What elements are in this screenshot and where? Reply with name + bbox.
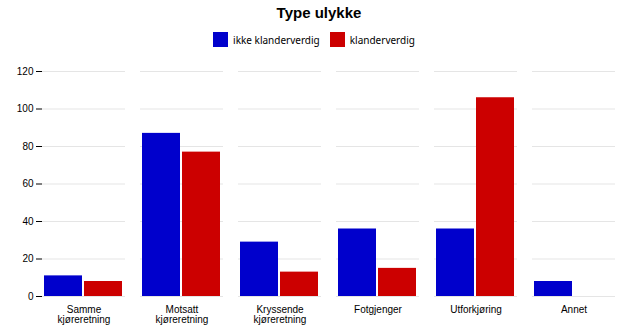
svg-text:Annet: Annet: [561, 304, 587, 315]
html-text:klanderverdig: klanderverdig: [349, 32, 415, 47]
svg-text:60: 60: [22, 178, 34, 189]
svg-text:0: 0: [28, 291, 34, 302]
svg-text:Fotgjenger: Fotgjenger: [354, 304, 402, 315]
svg-text:100: 100: [17, 103, 34, 114]
svg-text:Utforkjøring: Utforkjøring: [450, 304, 502, 315]
html-text:ikke klanderverdig: ikke klanderverdig: [233, 32, 320, 47]
svg-text:Sammekjøreretning: Sammekjøreretning: [58, 304, 111, 325]
html-text:Type ulykke: Type ulykke: [276, 4, 362, 21]
svg-text:120: 120: [17, 66, 34, 77]
svg-text:40: 40: [22, 216, 34, 227]
svg-text:Motsattkjøreretning: Motsattkjøreretning: [156, 304, 209, 325]
svg-text:80: 80: [22, 141, 34, 152]
svg-text:Kryssendekjøreretning: Kryssendekjøreretning: [254, 304, 307, 325]
svg-text:20: 20: [22, 253, 34, 264]
